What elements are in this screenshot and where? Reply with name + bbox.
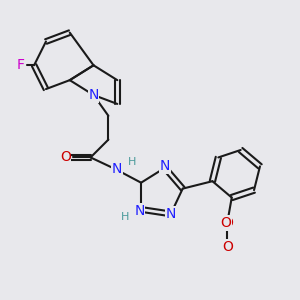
Text: N: N xyxy=(112,162,122,176)
Text: O: O xyxy=(60,150,71,164)
Text: O: O xyxy=(220,216,231,230)
Text: H: H xyxy=(121,212,129,222)
Text: O: O xyxy=(222,216,233,230)
Text: N: N xyxy=(166,207,176,221)
Text: F: F xyxy=(17,58,25,72)
Text: N: N xyxy=(134,204,145,218)
Text: N: N xyxy=(160,159,170,173)
Text: O: O xyxy=(222,240,233,254)
Text: N: N xyxy=(88,88,99,102)
Text: H: H xyxy=(128,157,136,167)
